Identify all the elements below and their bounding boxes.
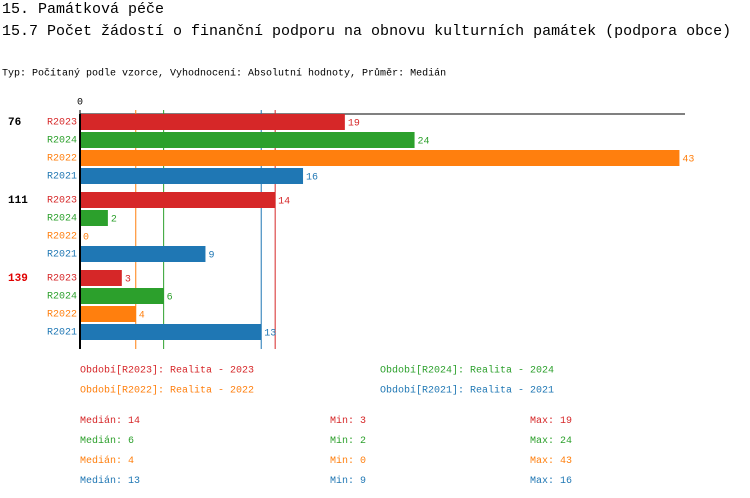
stat-max: Max: 24 [530,436,572,447]
series-label: R2024 [47,292,77,303]
series-label: R2023 [47,274,77,285]
stat-label: Min: [330,415,354,427]
stat-label: Min: [330,435,354,447]
legend-entry: Období[R2021]: Realita - 2021 [380,385,554,397]
stat-label: Max: [530,476,554,487]
stat-max: Max: 43 [530,456,572,467]
value-label: 6 [167,293,173,304]
bar [80,150,680,166]
chart-subtitle: 15.7 Počet žádostí o finanční podporu na… [2,23,731,40]
stat-value: 0 [360,456,366,467]
value-label: 3 [125,275,131,286]
stat-label: Medián: [80,435,122,447]
bar [80,132,415,148]
value-label: 4 [139,311,145,322]
bar [80,210,108,226]
stat-max: Max: 19 [530,416,572,427]
legend-entry: Období[R2024]: Realita - 2024 [380,365,554,377]
stat-value: 3 [360,416,366,427]
stat-value: 14 [128,416,140,427]
series-label: R2021 [47,250,77,261]
series-label: R2023 [47,118,77,129]
stat-median: Medián: 13 [80,475,140,487]
series-label: R2024 [47,214,77,225]
stat-label: Medián: [80,415,122,427]
stat-min: Min: 0 [330,455,366,467]
category-label: 139 [8,273,28,285]
series-label: R2022 [47,310,77,321]
stat-label: Max: [530,416,554,427]
bar [80,168,304,184]
stat-median: Medián: 14 [80,415,140,427]
stat-value: 9 [360,476,366,487]
chart-note: Typ: Počítaný podle vzorce, Vyhodnocení:… [2,67,446,80]
series-label: R2022 [47,154,77,165]
series-label: R2021 [47,328,77,339]
series-label: R2022 [47,232,77,243]
value-label: 0 [83,233,89,244]
series-label: R2024 [47,136,77,147]
stat-label: Max: [530,436,554,447]
bar [80,192,276,208]
stat-label: Max: [530,456,554,467]
stat-label: Medián: [80,455,122,467]
bar [80,270,122,286]
stat-max: Max: 16 [530,476,572,487]
value-label: 19 [348,119,360,130]
series-label: R2021 [47,172,77,183]
bar [80,324,262,340]
value-label: 14 [278,197,290,208]
stat-min: Min: 2 [330,435,366,447]
stat-label: Medián: [80,475,122,487]
x-tick-label: 0 [77,98,83,109]
bar [80,114,345,130]
stat-label: Min: [330,475,354,487]
bar [80,246,206,262]
stat-min: Min: 3 [330,415,366,427]
stat-min: Min: 9 [330,475,366,487]
value-label: 13 [264,329,276,340]
stat-median: Medián: 4 [80,455,134,467]
value-label: 16 [306,173,318,184]
chart-title: 15. Památková péče [2,1,164,18]
legend-entry: Období[R2022]: Realita - 2022 [80,385,254,397]
stat-value: 19 [560,416,572,427]
stat-value: 6 [128,436,134,447]
stat-value: 43 [560,456,572,467]
category-label: 76 [8,117,21,129]
bar [80,306,136,322]
stat-value: 24 [560,436,572,447]
stat-value: 4 [128,456,134,467]
value-label: 24 [418,137,430,148]
stat-value: 16 [560,476,572,487]
stat-median: Medián: 6 [80,435,134,447]
series-label: R2023 [47,196,77,207]
stat-label: Min: [330,455,354,467]
value-label: 43 [682,155,694,166]
value-label: 2 [111,215,117,226]
category-label: 111 [8,195,28,207]
value-label: 9 [208,251,214,262]
stat-value: 2 [360,436,366,447]
bar [80,288,164,304]
stat-value: 13 [128,476,140,487]
legend-entry: Období[R2023]: Realita - 2023 [80,365,254,377]
